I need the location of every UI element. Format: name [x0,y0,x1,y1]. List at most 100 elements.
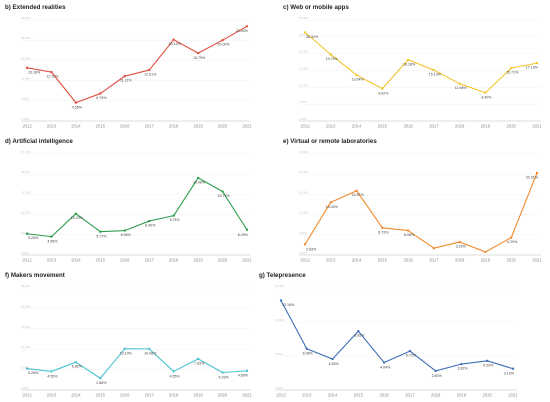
data-label: 3.23% [456,244,467,248]
y-tick-label: 15.00% [21,325,31,329]
x-tick-label: 2020 [483,393,493,398]
data-label: 20.31% [526,175,539,179]
data-point [221,190,224,193]
data-label: 4.55% [72,106,83,110]
data-label: 10.08% [144,351,157,355]
y-tick-label: 15.00% [299,67,309,71]
data-point [432,68,436,72]
data-point [172,38,175,41]
data-point [303,243,307,246]
x-tick-label: 2021 [242,124,252,129]
data-label: 3.13% [504,372,515,376]
data-label: 20.13% [169,42,182,46]
data-label: 20.00% [217,43,230,47]
x-tick-label: 2013 [47,124,57,129]
data-label: 6.82% [72,365,83,369]
x-tick-label: 2018 [169,393,179,398]
data-label: 4.55% [47,240,58,244]
data-label: 13.64% [351,78,364,82]
data-point [458,240,461,244]
x-tick-label: 2016 [120,124,130,129]
data-point [245,228,249,231]
x-tick-label: 2017 [145,124,155,129]
x-tick-label: 2018 [169,258,179,263]
data-point [408,349,412,353]
data-point [329,53,332,56]
data-label: 19.08% [193,180,206,184]
data-point [196,176,200,180]
x-tick-label: 2014 [71,258,81,263]
y-tick-label: 0.00% [21,386,29,390]
y-tick-label: 25.00% [21,284,31,288]
data-point [458,82,461,85]
data-label: 26.32% [306,35,319,39]
x-tick-label: 2012 [22,258,32,263]
data-point [305,347,308,350]
data-point [434,369,437,373]
data-label: 6.06% [303,351,314,355]
chart-panel-web-mobile-apps: c) Web or mobile apps 0.00% 5.00% 10.00% 15… [283,4,545,129]
chart-panel-makers-movement: f) Makers movement 0.00% 5.00% 10.00% 15.00… [5,272,255,398]
x-tick-label: 2013 [302,393,312,398]
data-point [432,247,436,250]
data-point [355,189,358,192]
chart-title: c) Web or mobile apps [283,4,349,11]
data-label: 9.74% [170,218,181,222]
data-label: 6.25% [238,233,249,237]
x-tick-label: 2015 [378,124,388,129]
x-tick-label: 2016 [403,258,413,263]
x-tick-label: 2018 [455,124,465,129]
y-tick-label: 15.00% [299,190,309,194]
y-tick-label: 10.00% [21,77,31,81]
line-chart-telepresence: 0.00% 5.00% 10.00% 15.00% 2012 2013 2014 2015 20… [275,284,518,398]
x-tick-label: 2020 [507,124,517,129]
y-tick-label: 5.00% [275,352,283,356]
data-point [484,91,487,94]
data-label: 2.88% [96,381,107,385]
x-tick-label: 2018 [431,393,441,398]
line-chart-artificial-intelligence: 0.00% 5.00% 10.00% 15.00% 20.00% 25.00% 2012 20… [21,150,252,263]
data-label: 13.04% [326,205,339,209]
data-label: 13.16% [282,303,295,307]
series-line [26,25,248,104]
chart-panel-telepresence: g) Telepresence 0.00% 5.00% 10.00% 15.00% 20… [259,272,521,398]
x-tick-label: 2012 [22,124,32,129]
y-tick-label: 25.00% [299,33,309,37]
data-point [382,361,386,364]
data-label: 5.26% [28,371,39,375]
data-label: 4.69% [238,373,249,377]
data-point [74,360,78,364]
x-tick-label: 2021 [532,258,542,263]
data-label: 7.63% [194,361,205,365]
x-tick-label: 2012 [300,258,310,263]
data-label: 15.91% [351,193,364,197]
data-point [510,236,513,239]
chart-title: d) Artificial intelligence [5,138,73,145]
data-label: 9.62% [378,92,389,96]
line-chart-web-mobile-apps: 0.00% 5.00% 10.00% 15.00% 20.00% 25.00% 30.00%… [299,16,542,129]
x-tick-label: 2020 [218,393,228,398]
data-label: 5.77% [96,235,107,239]
data-point [74,212,78,215]
data-label: 13.16% [28,70,41,74]
x-tick-label: 2019 [193,258,203,263]
data-point [357,329,360,333]
data-label: 18.18% [403,62,416,66]
data-point [172,370,175,373]
data-label: 4.29% [483,363,494,367]
data-point [123,74,126,78]
x-tick-label: 2013 [326,258,336,263]
data-label: 10.10% [120,351,133,355]
y-tick-label: 10.00% [275,318,285,322]
data-label: 12.61% [144,73,157,77]
data-point [148,68,151,72]
data-label: 4.29% [218,375,229,379]
data-point [406,229,410,232]
x-tick-label: 2017 [145,393,155,398]
data-label: 6.73% [378,230,389,234]
data-point [303,31,307,34]
y-tick-label: 20.00% [299,50,309,54]
data-label: 8.65% [354,334,365,338]
y-tick-label: 25.00% [299,150,309,154]
y-tick-label: 20.00% [299,170,309,174]
